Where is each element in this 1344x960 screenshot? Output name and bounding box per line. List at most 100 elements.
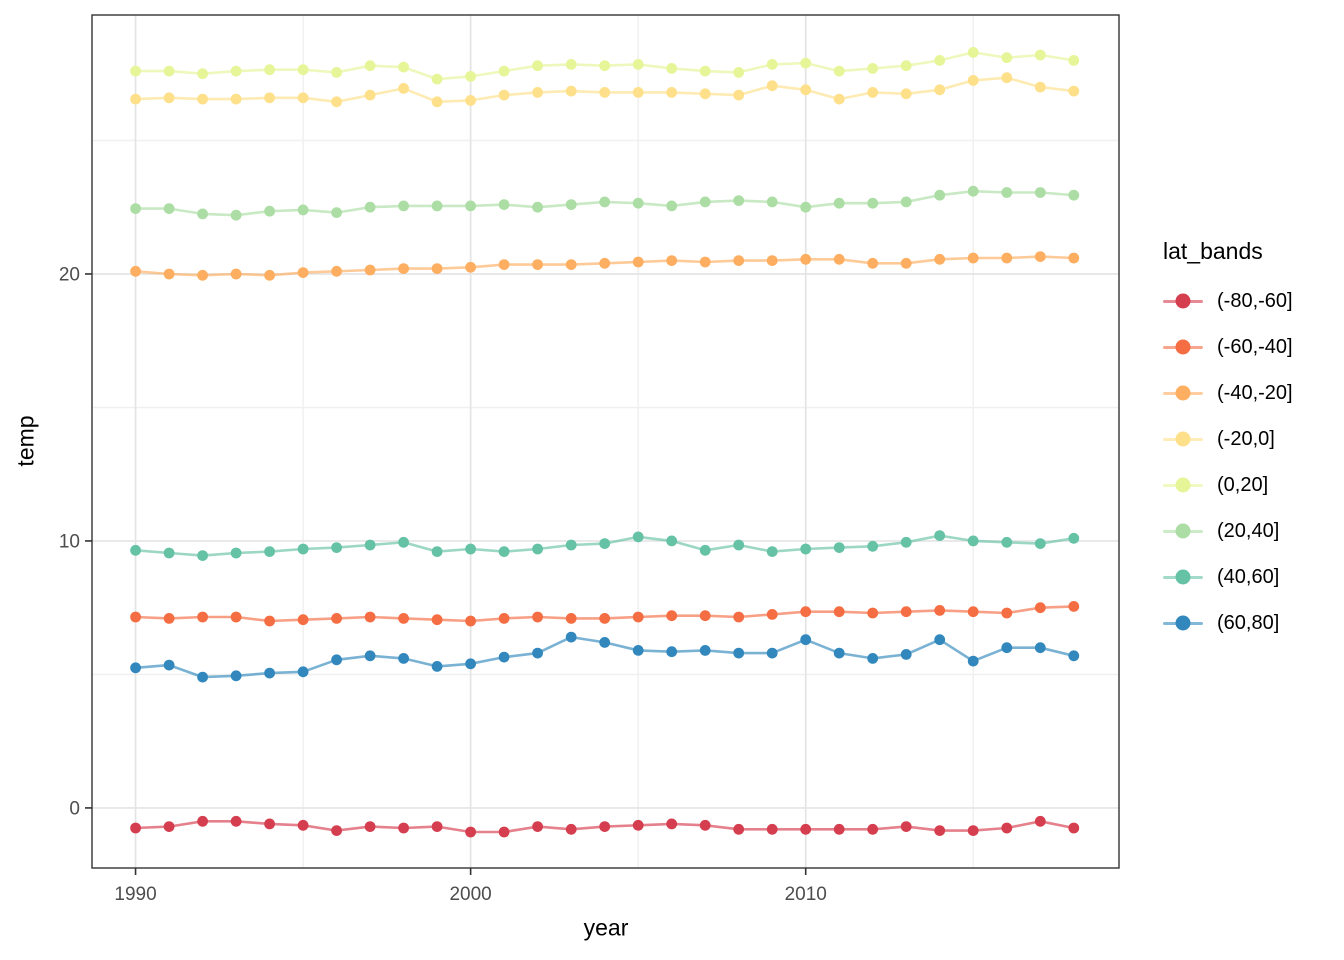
data-point [599,613,611,624]
data-point [867,257,879,269]
data-point [733,823,745,835]
data-point [565,85,577,97]
data-point [364,650,376,662]
data-point [398,536,409,548]
data-point [197,815,209,827]
data-point [532,611,543,623]
data-point [867,607,879,619]
data-point [699,256,711,268]
data-point [766,255,778,266]
data-point [465,200,476,212]
data-point [833,542,845,553]
data-point [364,89,376,101]
data-point [230,670,242,682]
data-point [264,615,275,627]
data-point [1001,252,1013,264]
legend-row: (-60,-40] [1163,333,1293,361]
data-point [733,539,745,551]
data-point [297,666,309,678]
data-point [934,189,946,201]
data-point [532,201,543,213]
data-point [264,546,275,557]
data-point [331,654,342,666]
data-point [264,667,275,679]
data-point [733,255,745,266]
data-point [465,261,476,273]
data-point [130,65,142,77]
legend-label: (40,60] [1217,565,1280,588]
data-point [431,200,443,212]
data-point [398,263,409,274]
data-point [297,819,309,831]
data-point [800,57,812,69]
data-point [599,257,611,269]
data-point [967,535,979,547]
data-point [967,606,979,618]
data-point [967,185,979,197]
legend-key-icon [1163,614,1203,632]
data-point [1034,49,1046,61]
x-tick-label: 2010 [785,884,827,905]
data-point [632,645,644,656]
data-point [297,92,309,104]
data-point [900,536,912,548]
legend-row: (-40,-20] [1163,379,1293,407]
data-point [1068,601,1080,612]
data-point [599,538,611,549]
data-point [733,611,745,623]
data-point [800,543,812,555]
data-point [565,539,577,551]
data-point [197,68,209,80]
data-point [163,821,175,832]
data-point [833,823,845,835]
data-point [431,263,443,274]
data-point [900,196,912,208]
data-point [230,65,242,77]
data-point [833,93,845,105]
data-point [130,93,142,105]
y-tick-label: 0 [69,798,80,819]
data-point [934,825,946,836]
x-axis-title: year [583,914,629,941]
data-point [398,200,409,212]
data-point [666,646,678,658]
data-point [565,631,577,643]
legend-key-dot [1175,339,1191,355]
legend-title: lat_bands [1163,238,1263,264]
data-point [331,542,342,553]
data-point [699,610,711,622]
data-point [130,203,142,215]
data-point [934,605,946,616]
data-point [900,88,912,100]
data-point [666,535,678,547]
data-point [364,821,376,832]
data-point [699,65,711,77]
legend-key-dot [1175,385,1191,401]
data-point [498,89,510,101]
data-point [163,268,175,280]
data-point [666,818,678,830]
legend-key-dot [1175,477,1191,493]
data-point [364,60,376,72]
data-point [163,547,175,559]
data-point [331,96,342,108]
data-point [1068,252,1080,264]
data-point [264,64,275,76]
data-point [532,87,543,98]
data-point [1034,81,1046,93]
legend-key-dot [1175,431,1191,447]
data-point [900,821,912,832]
data-point [398,61,409,73]
legend-key-icon [1163,292,1203,310]
data-point [230,547,242,559]
data-point [465,615,476,627]
data-point [934,634,946,646]
data-point [632,256,644,268]
data-point [264,92,275,104]
data-point [498,651,510,663]
data-point [934,530,946,541]
data-point [733,647,745,659]
legend-key-icon [1163,384,1203,402]
data-point [130,662,142,674]
